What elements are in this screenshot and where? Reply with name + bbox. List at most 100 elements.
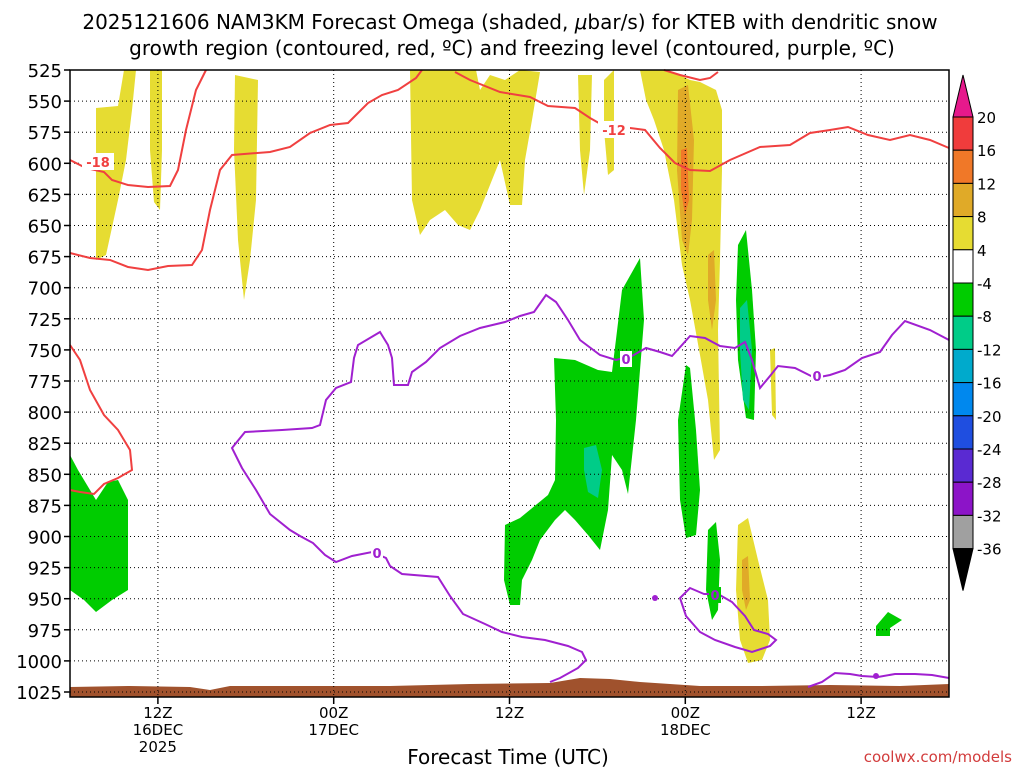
colorbar-swatch-2 [952, 182, 974, 218]
y-tick-label-825: 825 [28, 434, 62, 455]
shade-yellow-8 [770, 348, 776, 420]
dgz-contour-topright [663, 69, 719, 82]
title-line-1: 2025121606 NAM3KM Forecast Omega (shaded… [82, 10, 937, 34]
shade-orange-3 [742, 556, 750, 610]
omega-shading-teal [584, 300, 752, 498]
y-tick-label-775: 775 [28, 372, 62, 393]
y-tick-label-1000: 1000 [16, 652, 62, 673]
y-tick-label-625: 625 [28, 185, 62, 206]
y-tick-label-925: 925 [28, 559, 62, 580]
shade-yellow-7 [640, 70, 722, 460]
colorbar-swatch-4 [952, 249, 974, 284]
gridlines [70, 69, 949, 697]
shade-green-1 [70, 455, 128, 612]
colorbar-label-3: 8 [977, 209, 987, 227]
x-tick-label-3-1: 00Z [671, 704, 700, 722]
colorbar-label-12: -32 [977, 507, 1002, 525]
x-tick-label-0-1: 12Z [143, 704, 172, 722]
dgz-contour-upper [69, 69, 207, 189]
dgz-label-bg-mid [598, 121, 630, 138]
dgz-label-left: -18 [86, 156, 110, 171]
colorbar-label-6: -8 [977, 308, 992, 326]
shade-dark-orange [681, 148, 689, 215]
y-tick-label-675: 675 [28, 248, 62, 269]
colorbar-label-9: -20 [977, 408, 1002, 426]
colorbar-swatch-3 [952, 216, 974, 251]
shade-yellow-2 [150, 70, 162, 210]
colorbar-label-13: -36 [977, 541, 1002, 559]
colorbar-swatch-11 [952, 481, 974, 516]
freezing-contours [230, 293, 950, 688]
colorbar-swatch-12 [952, 514, 974, 550]
colorbar-label-1: 16 [977, 142, 996, 160]
freezing-contour-loop [678, 586, 778, 654]
colorbar-bottom-arrow [952, 548, 974, 591]
colorbar-label-8: -16 [977, 375, 1002, 393]
omega-shading-green [70, 230, 902, 636]
fz-label-bg-4 [709, 587, 721, 603]
colorbar-swatch-0 [952, 116, 974, 151]
shade-green-2 [504, 258, 644, 605]
colorbar-swatch-7 [952, 348, 974, 384]
terrain-ground [70, 678, 949, 697]
x-axis-label: Forecast Time (UTC) [407, 745, 609, 768]
dgz-label-bg-left [82, 153, 114, 170]
y-tick-label-950: 950 [28, 590, 62, 611]
y-tick-label-875: 875 [28, 496, 62, 517]
colorbar-swatch-1 [952, 149, 974, 184]
colorbar-top-arrow [952, 74, 974, 118]
freezing-contour-main [230, 293, 950, 683]
y-tick-label-550: 550 [28, 92, 62, 113]
x-tick-label-2-1: 12Z [495, 704, 524, 722]
dgz-contour-right [454, 71, 950, 173]
chart-title: 2025121606 NAM3KM Forecast Omega (shaded… [82, 10, 937, 60]
colorbar-label-10: -24 [977, 441, 1002, 459]
x-tick-label-0-3: 2025 [139, 738, 177, 756]
y-tick-label-700: 700 [28, 279, 62, 300]
x-tick-label-1-1: 00Z [319, 704, 348, 722]
shade-yellow-9 [736, 518, 770, 663]
x-tick-label-0-2: 16DEC [133, 721, 184, 739]
dgz-label-mid: -12 [602, 124, 626, 139]
fz-label-bg-2 [811, 368, 823, 384]
y-tick-label-575: 575 [28, 123, 62, 144]
title-line-2: growth region (contoured, red, ºC) and f… [129, 36, 895, 60]
freezing-point-1 [652, 595, 658, 601]
y-tick-label-725: 725 [28, 310, 62, 331]
y-axis: 525 550 575 600 625 650 675 700 725 750 775 800 825 8… [16, 61, 70, 704]
colorbar-label-5: -4 [977, 275, 992, 293]
colorbar-label-0: 20 [977, 109, 996, 127]
freezing-point-2 [873, 673, 879, 679]
y-tick-label-800: 800 [28, 403, 62, 424]
fz-label-bg-1 [620, 351, 632, 367]
dgz-contour-labels: -18 -12 [82, 121, 630, 171]
dgz-contours [69, 69, 950, 496]
y-tick-label-525: 525 [28, 61, 62, 82]
credit-text: coolwx.com/models [864, 748, 1012, 766]
shade-green-3 [678, 365, 700, 538]
colorbar-swatch-10 [952, 448, 974, 483]
dgz-contour-main [69, 69, 423, 272]
freezing-label-1: 0 [621, 353, 630, 368]
shade-orange-2 [708, 250, 716, 330]
freezing-contour-bottom [807, 671, 950, 688]
freezing-label-4: 0 [710, 589, 719, 604]
colorbar: 20 16 12 8 4 -4 -8 -12 -16 -20 -24 -28 -32 -36 [952, 74, 1002, 591]
x-tick-label-1-2: 17DEC [308, 721, 359, 739]
colorbar-label-2: 12 [977, 175, 996, 193]
y-tick-label-1025: 1025 [16, 683, 62, 704]
colorbar-swatch-9 [952, 415, 974, 450]
shade-yellow-4 [410, 70, 540, 235]
x-tick-label-4-1: 12Z [846, 704, 875, 722]
y-tick-label-600: 600 [28, 154, 62, 175]
shade-teal-1 [584, 445, 602, 498]
dgz-contour-lower [69, 344, 134, 496]
colorbar-label-11: -28 [977, 474, 1002, 492]
colorbar-swatch-6 [952, 315, 974, 350]
shade-yellow-3 [234, 75, 258, 300]
y-tick-label-850: 850 [28, 465, 62, 486]
freezing-label-3: 0 [372, 547, 381, 562]
y-tick-label-975: 975 [28, 621, 62, 642]
